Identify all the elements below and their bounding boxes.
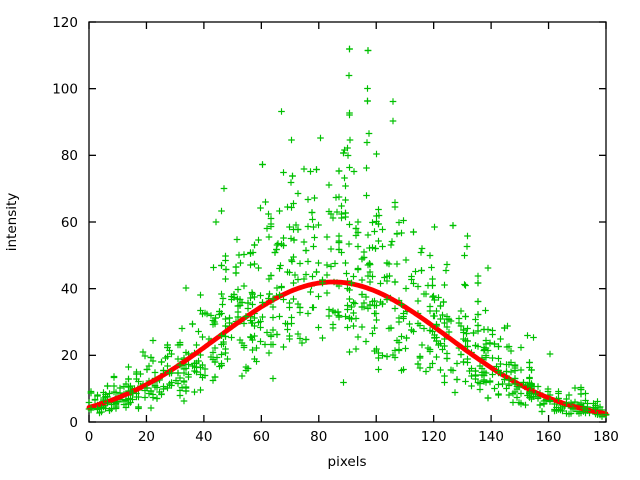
y-tick-labels: 0 20 40 60 80 100 120 bbox=[52, 15, 78, 431]
x-tick-label: 80 bbox=[310, 429, 327, 445]
y-tick-label: 20 bbox=[61, 348, 78, 364]
x-tick-label: 180 bbox=[593, 429, 619, 445]
y-tick-label: 120 bbox=[52, 15, 78, 31]
x-tick-label: 160 bbox=[536, 429, 562, 445]
y-tick-label: 80 bbox=[61, 148, 78, 164]
x-tick-label: 20 bbox=[138, 429, 155, 445]
scatter-overlay bbox=[87, 45, 610, 420]
y-tick-label: 60 bbox=[61, 215, 78, 231]
y-tick-marks bbox=[89, 21, 606, 423]
y-tick-label: 0 bbox=[69, 415, 78, 431]
x-tick-marks bbox=[88, 22, 607, 422]
scatter-series bbox=[85, 45, 610, 420]
y-axis-label: intensity bbox=[4, 193, 20, 252]
x-tick-labels: 0 20 40 60 80 100 120 140 160 180 bbox=[85, 429, 619, 445]
scatter-points-over-curve bbox=[87, 45, 610, 420]
x-tick-label: 0 bbox=[85, 429, 94, 445]
y-tick-label: 100 bbox=[52, 81, 78, 97]
scatter-points bbox=[85, 45, 610, 420]
x-tick-label: 140 bbox=[478, 429, 504, 445]
x-axis-label: pixels bbox=[328, 454, 367, 470]
y-tick-label: 40 bbox=[61, 281, 78, 297]
gaussian-fit-line bbox=[86, 279, 609, 417]
x-tick-label: 120 bbox=[421, 429, 447, 445]
x-tick-label: 100 bbox=[363, 429, 389, 445]
fit-curve bbox=[86, 279, 609, 417]
x-tick-label: 40 bbox=[195, 429, 212, 445]
x-tick-label: 60 bbox=[253, 429, 270, 445]
